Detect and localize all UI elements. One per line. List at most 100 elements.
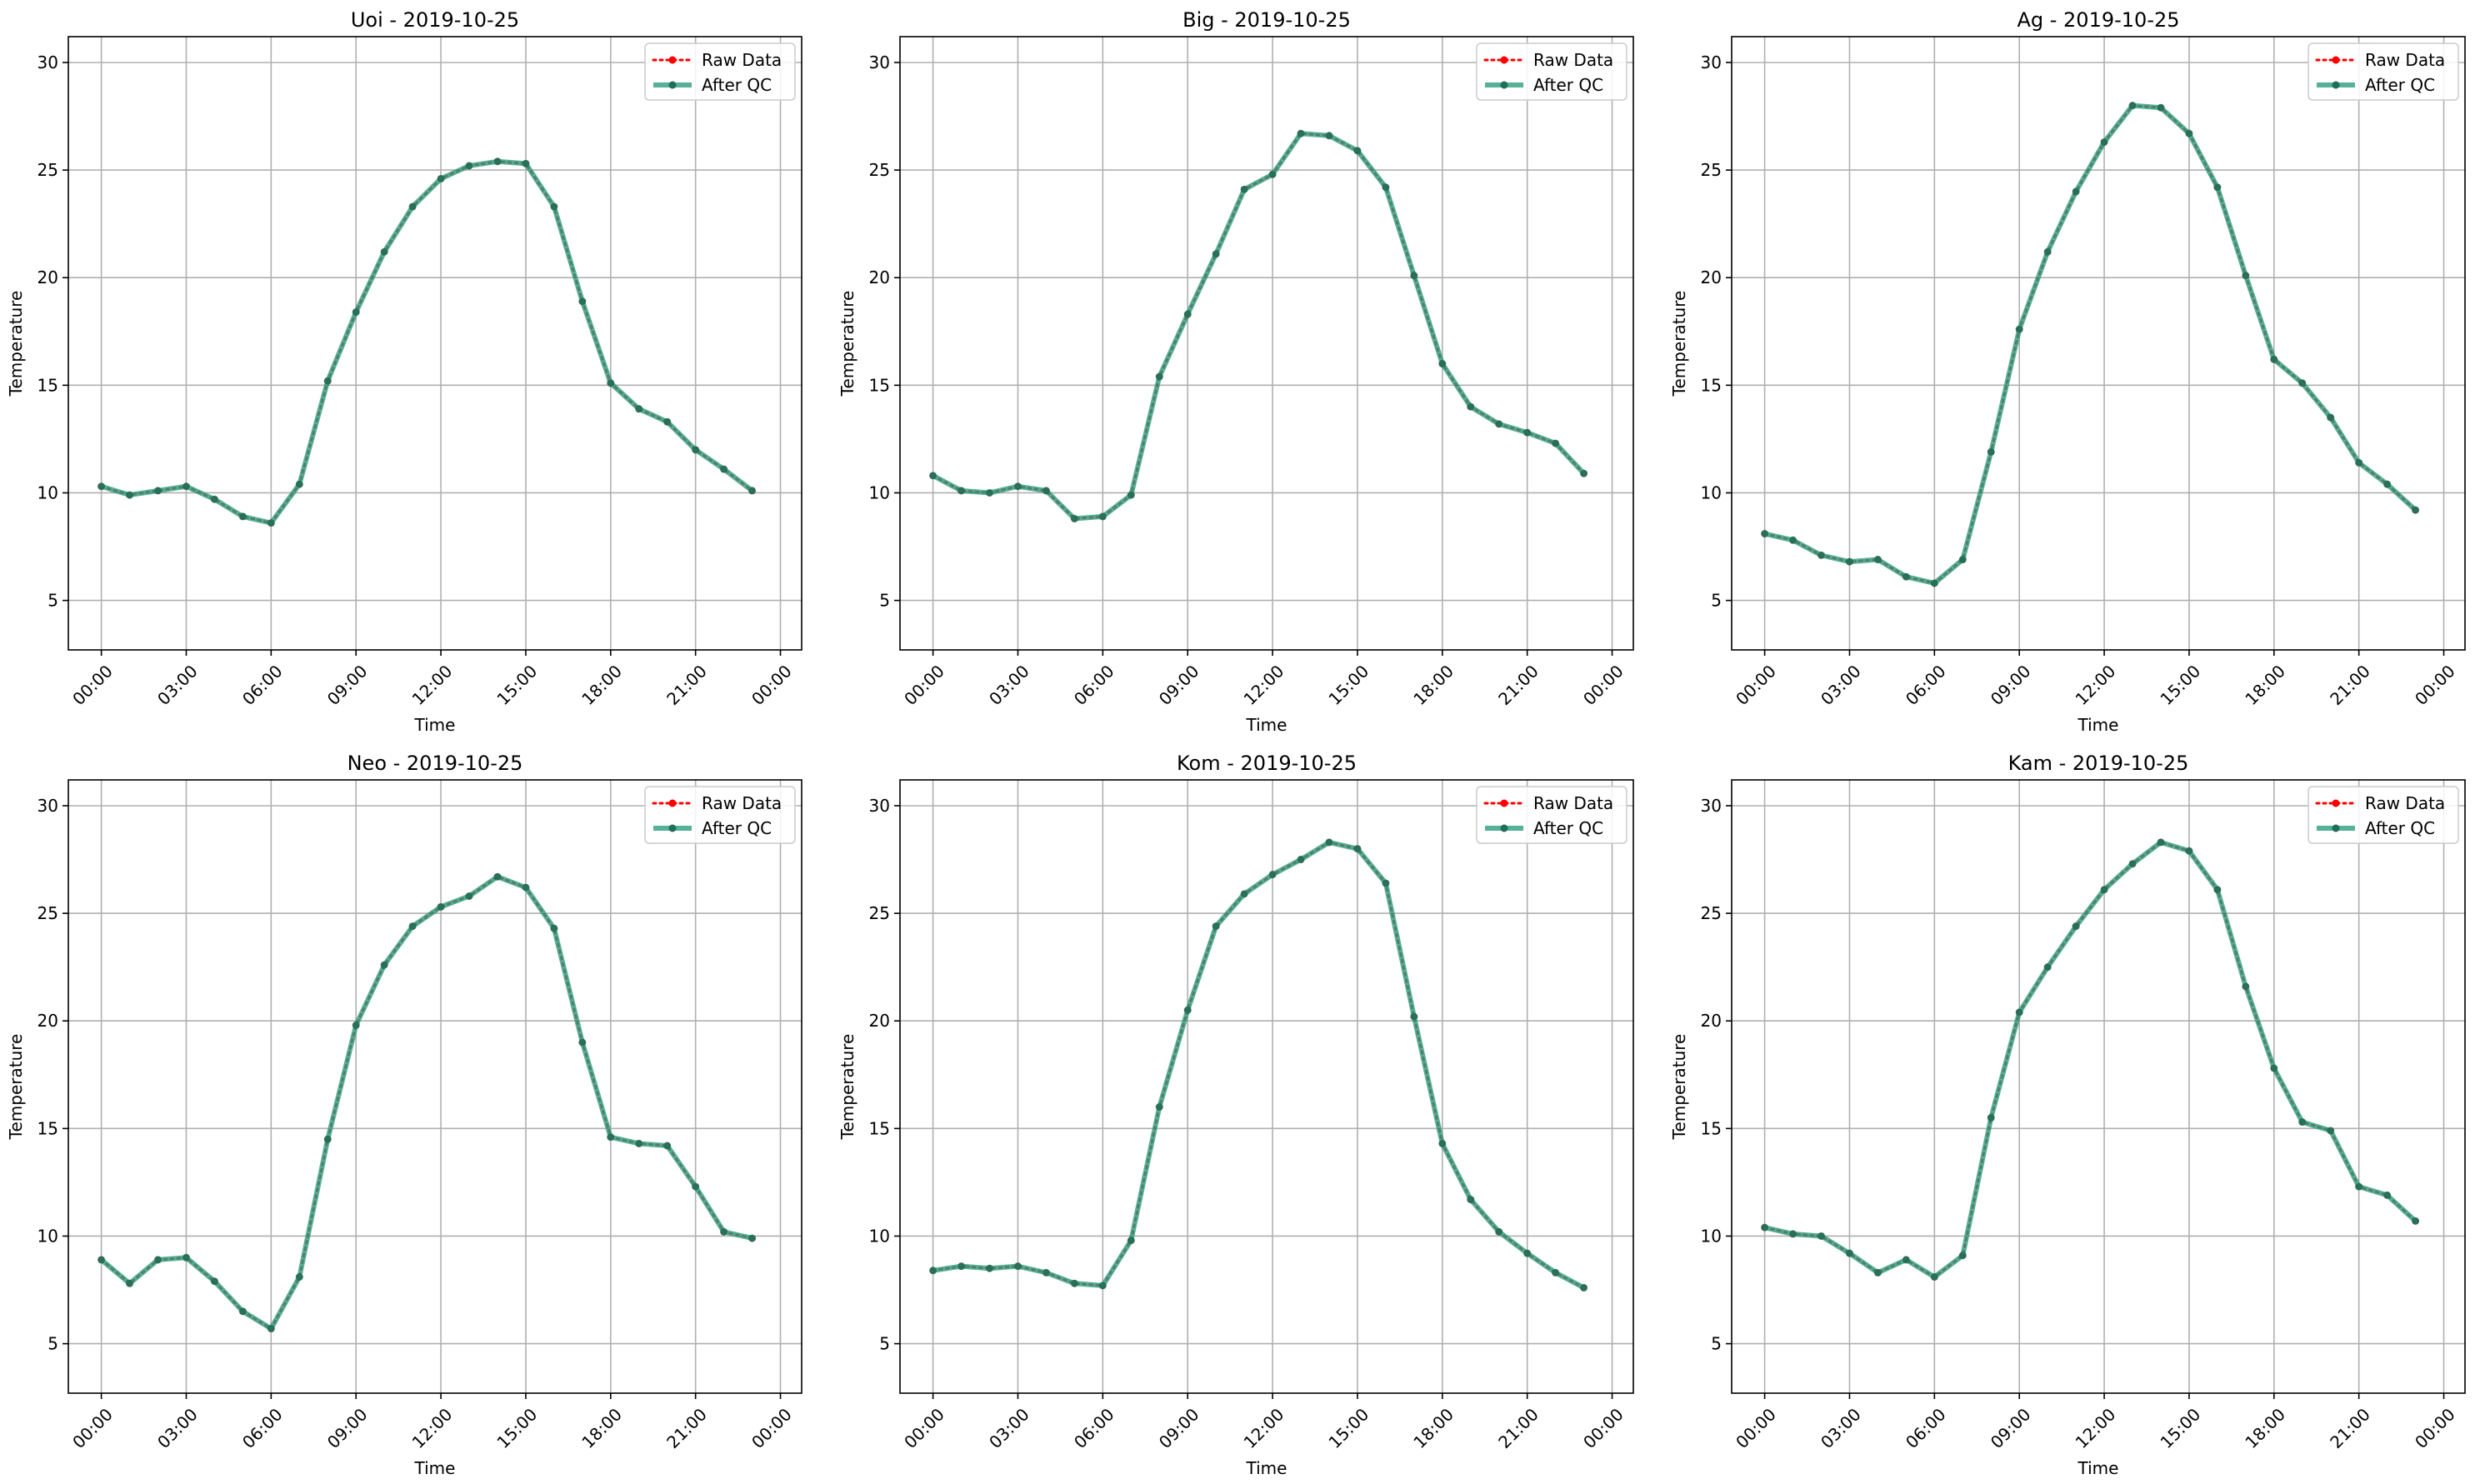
x-tick-label: 03:00 (985, 1404, 1033, 1452)
x-tick-label: 21:00 (1494, 1404, 1542, 1452)
subplot-5: 00:00 03:00 06:00 09:00 12:00 15:00 18:00 21:00… (838, 752, 1634, 1478)
series-qc-point (210, 495, 218, 503)
x-tick-label: 06:00 (1070, 661, 1118, 709)
series-qc-line (1762, 839, 2418, 1280)
series-qc-point (692, 1182, 700, 1191)
series-qc-line (98, 874, 755, 1332)
x-axis-label: Time (1246, 1458, 1288, 1478)
series-qc-point (1325, 838, 1333, 847)
series-qc-line (98, 158, 755, 526)
series-qc-point (2412, 1217, 2420, 1225)
series-qc-point (2072, 187, 2080, 196)
series-qc-point (2355, 458, 2363, 467)
series-qc-point (1183, 1006, 1192, 1014)
y-axis-label: Temperature (1669, 291, 1689, 397)
series-qc-point (1873, 1268, 1882, 1277)
series-qc-point (2213, 886, 2222, 894)
x-tick-label: 18:00 (1409, 1404, 1458, 1452)
y-tick-label: 30 (1701, 796, 1722, 816)
series-qc-point (1098, 1282, 1107, 1290)
y-tick-label: 10 (1701, 1226, 1722, 1246)
series-qc-point (2327, 1127, 2335, 1135)
series-qc-point (323, 377, 332, 385)
series-qc-point (1042, 1268, 1050, 1277)
series-qc-point (437, 174, 445, 182)
x-tick-label: 00:00 (2411, 661, 2459, 709)
y-tick-label: 5 (879, 591, 890, 611)
x-tick-label: 18:00 (578, 661, 626, 709)
x-tick-label: 18:00 (2241, 1404, 2289, 1452)
x-tick-label: 12:00 (408, 1404, 457, 1452)
x-tick-label: 15:00 (492, 1404, 541, 1452)
y-tick-label: 5 (48, 591, 58, 611)
series-qc-point (2015, 325, 2023, 333)
y-tick-label: 15 (869, 375, 890, 395)
series-qc-point (1212, 922, 1220, 931)
x-tick-label: 00:00 (68, 1404, 117, 1452)
y-tick-label: 10 (38, 482, 58, 502)
series-qc-point (1523, 1249, 1532, 1257)
series-qc-point (1240, 185, 1248, 193)
series-qc-point (1382, 183, 1390, 192)
series-qc-point (98, 482, 106, 491)
x-tick-label: 12:00 (1240, 661, 1288, 709)
series-qc-point (238, 512, 247, 521)
series-qc-point (2383, 1191, 2392, 1199)
axes-frame (899, 36, 1634, 651)
series-qc-point (2270, 355, 2278, 363)
x-tick-label: 12:00 (2072, 1404, 2120, 1452)
x-tick-label: 06:00 (238, 661, 287, 709)
series-qc-point (1382, 879, 1390, 887)
legend: Raw Data After QC (1476, 42, 1628, 101)
series-qc-point (522, 159, 530, 167)
series-qc-point (2383, 480, 2392, 488)
y-tick-label: 30 (869, 52, 890, 72)
series-qc-point (437, 902, 445, 911)
y-axis-label: Temperature (838, 291, 858, 397)
series-qc-point (1353, 147, 1362, 155)
y-tick-label: 20 (38, 267, 58, 287)
y-tick-label: 15 (38, 1118, 58, 1138)
legend-raw-marker (668, 56, 677, 64)
y-tick-label: 10 (869, 1226, 890, 1246)
series-qc-point (2043, 963, 2052, 972)
series-qc-point (1761, 1223, 1769, 1232)
x-tick-label: 03:00 (1817, 661, 1865, 709)
series-qc-point (1410, 272, 1418, 280)
series-qc-point (2157, 103, 2165, 112)
axes-frame (68, 779, 802, 1394)
series-qc-point (1789, 536, 1798, 544)
series-qc-point (1580, 469, 1588, 477)
x-tick-label: 12:00 (408, 661, 457, 709)
series-qc-point (2213, 183, 2222, 192)
x-tick-label: 09:00 (323, 661, 372, 709)
series-qc-point (550, 924, 558, 932)
series-qc-point (1958, 1252, 1967, 1260)
x-tick-label: 21:00 (2326, 1404, 2374, 1452)
axes-frame (1731, 779, 2466, 1394)
subplot-1: 00:00 03:00 06:00 09:00 12:00 15:00 18:00 21:00… (6, 8, 802, 735)
x-tick-label: 00:00 (748, 661, 796, 709)
legend-raw-label: Raw Data (702, 793, 782, 813)
series-qc-point (578, 1038, 587, 1047)
series-qc-point (2298, 379, 2307, 387)
y-tick-label: 20 (38, 1011, 58, 1031)
series-qc-point (380, 247, 388, 256)
x-tick-label: 12:00 (1240, 1404, 1288, 1452)
legend: Raw Data After QC (644, 42, 796, 101)
y-tick-label: 15 (1701, 375, 1722, 395)
series-qc-point (1873, 556, 1882, 564)
legend-qc-label: After QC (702, 818, 772, 838)
series-qc-point (1042, 487, 1050, 495)
axes-frame (1731, 36, 2466, 651)
series-qc-point (1552, 439, 1560, 447)
series-raw-line (100, 160, 754, 525)
x-tick-label: 09:00 (1155, 661, 1203, 709)
series-qc-point (295, 480, 303, 488)
legend-raw-label: Raw Data (702, 50, 782, 70)
series-qc-point (126, 1279, 134, 1287)
series-qc-point (154, 487, 162, 495)
series-qc-point (238, 1307, 247, 1316)
x-tick-label: 00:00 (748, 1404, 796, 1452)
axes-frame (899, 779, 1634, 1394)
